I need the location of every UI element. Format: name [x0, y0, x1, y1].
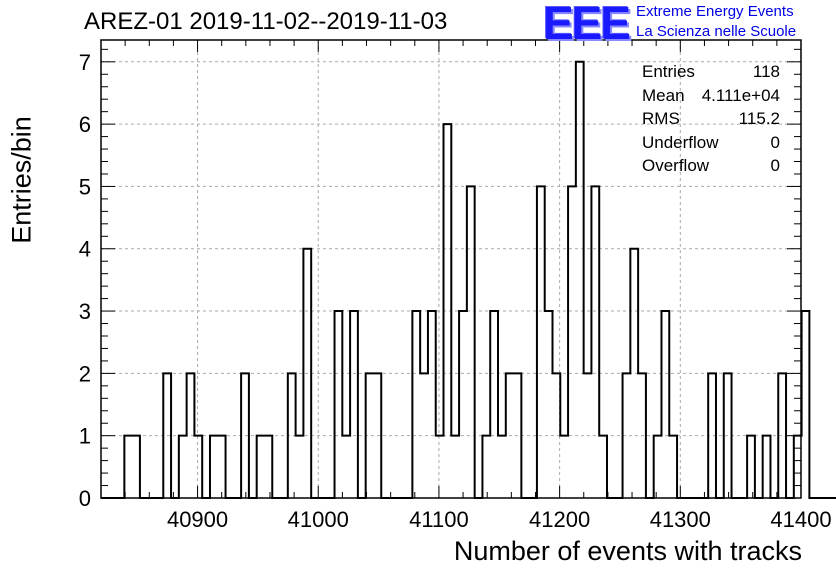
logo-line-2: La Scienza nelle Scuole: [636, 23, 797, 40]
y-tick-label: 3: [79, 299, 91, 324]
x-tick-label: 41200: [529, 507, 590, 532]
stats-box: Entries 118 Mean 4.111e+04 RMS 115.2 Und…: [642, 60, 780, 178]
x-tick-label: 41300: [650, 507, 711, 532]
stats-row-rms: RMS 115.2: [642, 107, 780, 131]
stats-value: 118: [752, 62, 780, 81]
x-tick-label: 41400: [770, 507, 831, 532]
x-axis-ticks: 40900 41000 41100 41200 41300 41400: [100, 40, 832, 532]
stats-row-overflow: Overflow 0: [642, 154, 780, 178]
logo-line-1: Extreme Energy Events: [636, 3, 794, 20]
stats-label: Mean: [642, 85, 685, 105]
x-tick-label: 41100: [409, 507, 469, 532]
y-axis-ticks: 0 1 2 3 4 5 6 7: [79, 48, 801, 511]
stats-row-underflow: Underflow 0: [642, 131, 780, 155]
y-tick-label: 1: [79, 424, 91, 449]
y-tick-label: 4: [79, 237, 91, 262]
y-tick-label: 5: [79, 174, 91, 199]
y-tick-label: 2: [79, 361, 91, 386]
logo-caption: Extreme Energy Events La Scienza nelle S…: [636, 2, 796, 42]
x-axis-label: Number of events with tracks: [453, 536, 802, 566]
stats-label: RMS: [642, 109, 680, 128]
axes: [100, 39, 802, 499]
stats-label: Overflow: [642, 156, 710, 175]
x-tick-label: 40900: [167, 507, 228, 532]
y-tick-label: 6: [79, 112, 91, 137]
y-axis-label: Entries/bin: [6, 116, 37, 244]
chart-title: AREZ-01 2019-11-02--2019-11-03: [84, 8, 448, 35]
stats-row-mean: Mean 4.111e+04: [642, 84, 780, 108]
y-tick-label: 7: [79, 50, 91, 75]
x-tick-label: 41000: [288, 507, 349, 532]
plot-frame: [100, 39, 802, 499]
eee-logo: EEE: [543, 0, 631, 49]
histogram-step-line: [101, 60, 836, 499]
y-tick-label: 0: [79, 486, 91, 511]
stats-row-entries: Entries 118: [642, 60, 780, 84]
stats-value: 0: [770, 156, 780, 175]
stats-label: Entries: [642, 62, 695, 81]
stats-value: 4.111e+04: [701, 85, 780, 105]
stats-label: Underflow: [642, 132, 719, 152]
stats-value: 115.2: [738, 109, 780, 128]
stats-value: 0: [770, 132, 780, 152]
